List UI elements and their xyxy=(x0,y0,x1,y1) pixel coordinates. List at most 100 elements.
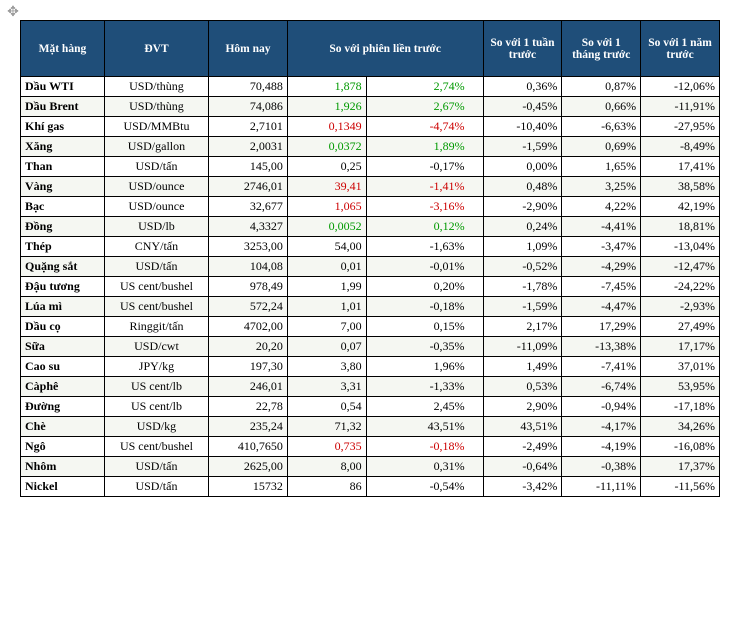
table-row: Cao suJPY/kg197,303,801,96%1,49%-7,41%37… xyxy=(21,357,720,377)
cell-unit: Ringgit/tấn xyxy=(104,317,208,337)
cell-delta: 1,926 xyxy=(287,97,366,117)
cell-today: 74,086 xyxy=(209,97,288,117)
cell-today: 2,7101 xyxy=(209,117,288,137)
cell-week: 0,48% xyxy=(483,177,562,197)
cell-today: 20,20 xyxy=(209,337,288,357)
cell-week: 1,49% xyxy=(483,357,562,377)
cell-delta: 0,1349 xyxy=(287,117,366,137)
table-body: Dầu WTIUSD/thùng70,4881,8782,74%0,36%0,8… xyxy=(21,77,720,497)
cell-week: 1,09% xyxy=(483,237,562,257)
cell-week: -1,59% xyxy=(483,297,562,317)
cell-today: 2,0031 xyxy=(209,137,288,157)
cell-year: 53,95% xyxy=(641,377,720,397)
cell-week: 0,00% xyxy=(483,157,562,177)
cell-month: -13,38% xyxy=(562,337,641,357)
cell-today: 104,08 xyxy=(209,257,288,277)
cell-unit: US cent/bushel xyxy=(104,297,208,317)
cell-year: 17,41% xyxy=(641,157,720,177)
cell-unit: US cent/lb xyxy=(104,397,208,417)
cell-year: -27,95% xyxy=(641,117,720,137)
cell-month: -7,41% xyxy=(562,357,641,377)
table-row: XăngUSD/gallon2,00310,03721,89%-1,59%0,6… xyxy=(21,137,720,157)
cell-delta: 7,00 xyxy=(287,317,366,337)
cell-year: -24,22% xyxy=(641,277,720,297)
table-row: ĐườngUS cent/lb22,780,542,45%2,90%-0,94%… xyxy=(21,397,720,417)
cell-delta-pct: 2,67% xyxy=(366,97,483,117)
cell-name: Than xyxy=(21,157,105,177)
cell-delta-pct: -0,54% xyxy=(366,477,483,497)
cell-delta-pct: 1,96% xyxy=(366,357,483,377)
cell-name: Xăng xyxy=(21,137,105,157)
cell-week: -0,52% xyxy=(483,257,562,277)
table-row: ThépCNY/tấn3253,0054,00-1,63%1,09%-3,47%… xyxy=(21,237,720,257)
cell-today: 32,677 xyxy=(209,197,288,217)
cell-delta-pct: 43,51% xyxy=(366,417,483,437)
cell-name: Dầu WTI xyxy=(21,77,105,97)
cell-delta-pct: -1,33% xyxy=(366,377,483,397)
cell-year: -12,47% xyxy=(641,257,720,277)
cell-unit: USD/cwt xyxy=(104,337,208,357)
cell-delta-pct: -0,18% xyxy=(366,437,483,457)
cell-name: Quặng sắt xyxy=(21,257,105,277)
cell-delta: 0,0372 xyxy=(287,137,366,157)
cell-delta-pct: 2,45% xyxy=(366,397,483,417)
cell-delta: 54,00 xyxy=(287,237,366,257)
table-move-handle[interactable]: ✥ xyxy=(6,6,20,20)
cell-week: -0,45% xyxy=(483,97,562,117)
cell-delta-pct: -0,17% xyxy=(366,157,483,177)
cell-week: -2,49% xyxy=(483,437,562,457)
table-row: BạcUSD/ounce32,6771,065-3,16%-2,90%4,22%… xyxy=(21,197,720,217)
table-row: ĐồngUSD/lb4,33270,00520,12%0,24%-4,41%18… xyxy=(21,217,720,237)
cell-month: 3,25% xyxy=(562,177,641,197)
cell-unit: USD/gallon xyxy=(104,137,208,157)
cell-week: -2,90% xyxy=(483,197,562,217)
cell-month: -11,11% xyxy=(562,477,641,497)
table-row: Khí gasUSD/MMBtu2,71010,1349-4,74%-10,40… xyxy=(21,117,720,137)
cell-name: Càphê xyxy=(21,377,105,397)
cell-month: 0,66% xyxy=(562,97,641,117)
cell-week: -11,09% xyxy=(483,337,562,357)
cell-delta-pct: -1,63% xyxy=(366,237,483,257)
cell-delta-pct: -0,35% xyxy=(366,337,483,357)
cell-week: -1,59% xyxy=(483,137,562,157)
table-row: Dầu cọRinggit/tấn4702,007,000,15%2,17%17… xyxy=(21,317,720,337)
cell-name: Dầu cọ xyxy=(21,317,105,337)
cell-name: Dầu Brent xyxy=(21,97,105,117)
cell-unit: USD/thùng xyxy=(104,77,208,97)
cell-name: Đường xyxy=(21,397,105,417)
cell-month: 17,29% xyxy=(562,317,641,337)
col-vs-month: So với 1 tháng trước xyxy=(562,21,641,77)
cell-week: -1,78% xyxy=(483,277,562,297)
cell-year: 27,49% xyxy=(641,317,720,337)
cell-unit: USD/tấn xyxy=(104,457,208,477)
cell-month: 1,65% xyxy=(562,157,641,177)
cell-year: 42,19% xyxy=(641,197,720,217)
cell-delta: 71,32 xyxy=(287,417,366,437)
cell-week: 0,24% xyxy=(483,217,562,237)
cell-today: 2746,01 xyxy=(209,177,288,197)
col-today: Hôm nay xyxy=(209,21,288,77)
cell-delta-pct: -4,74% xyxy=(366,117,483,137)
cell-name: Sữa xyxy=(21,337,105,357)
cell-name: Lúa mì xyxy=(21,297,105,317)
table-header-row: Mặt hàng ĐVT Hôm nay So với phiên liền t… xyxy=(21,21,720,77)
table-row: Dầu WTIUSD/thùng70,4881,8782,74%0,36%0,8… xyxy=(21,77,720,97)
cell-unit: CNY/tấn xyxy=(104,237,208,257)
col-unit: ĐVT xyxy=(104,21,208,77)
cell-unit: USD/tấn xyxy=(104,257,208,277)
cell-today: 2625,00 xyxy=(209,457,288,477)
cell-delta: 3,80 xyxy=(287,357,366,377)
col-vs-week: So với 1 tuần trước xyxy=(483,21,562,77)
commodities-table: Mặt hàng ĐVT Hôm nay So với phiên liền t… xyxy=(20,20,720,497)
cell-year: -11,56% xyxy=(641,477,720,497)
cell-today: 978,49 xyxy=(209,277,288,297)
cell-year: 38,58% xyxy=(641,177,720,197)
cell-delta-pct: -3,16% xyxy=(366,197,483,217)
cell-unit: US cent/bushel xyxy=(104,437,208,457)
cell-year: 18,81% xyxy=(641,217,720,237)
cell-week: -3,42% xyxy=(483,477,562,497)
table-row: ThanUSD/tấn145,000,25-0,17%0,00%1,65%17,… xyxy=(21,157,720,177)
cell-unit: USD/MMBtu xyxy=(104,117,208,137)
cell-delta-pct: 0,12% xyxy=(366,217,483,237)
cell-name: Ngô xyxy=(21,437,105,457)
